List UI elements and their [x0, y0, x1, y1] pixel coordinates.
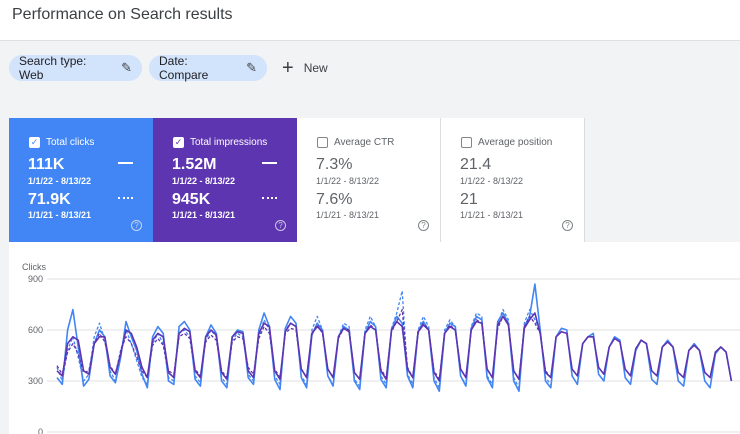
- plus-icon: +: [282, 57, 294, 79]
- card-header: Average CTR: [317, 137, 394, 148]
- checkbox-unchecked-icon[interactable]: [317, 137, 328, 148]
- y-tick-label: 600: [28, 325, 43, 335]
- card-label: Average CTR: [334, 137, 395, 148]
- card-value-current: 111K: [28, 156, 65, 173]
- new-filter-label: New: [303, 61, 328, 75]
- card-value-current: 7.3%: [316, 156, 353, 173]
- card-value-previous: 21: [460, 191, 478, 208]
- help-icon[interactable]: ?: [562, 220, 573, 231]
- card-range-current: 1/1/22 - 8/13/22: [316, 176, 380, 186]
- card-range-previous: 1/1/21 - 8/13/21: [172, 210, 236, 220]
- card-range-previous: 1/1/21 - 8/13/21: [316, 210, 380, 220]
- help-icon[interactable]: ?: [418, 220, 429, 231]
- card-value-current: 21.4: [460, 156, 492, 173]
- average-position-card[interactable]: Average position 21.4 1/1/22 - 8/13/22 2…: [441, 118, 585, 242]
- solid-line-legend-icon: [118, 162, 133, 164]
- y-tick-label: 0: [38, 427, 43, 434]
- dashed-line-legend-icon: [118, 197, 133, 199]
- page-title: Performance on Search results: [12, 6, 233, 23]
- series-line-1: [56, 290, 552, 389]
- card-header: ✓ Total impressions: [173, 137, 267, 148]
- total-impressions-card[interactable]: ✓ Total impressions 1.52M 1/1/22 - 8/13/…: [153, 118, 297, 242]
- card-range-previous: 1/1/21 - 8/13/21: [28, 210, 92, 220]
- metric-cards: ✓ Total clicks 111K 1/1/22 - 8/13/22 71.…: [9, 118, 585, 242]
- card-range-current: 1/1/22 - 8/13/22: [460, 176, 524, 186]
- checkbox-checked-icon[interactable]: ✓: [29, 137, 40, 148]
- pencil-icon: ✎: [246, 60, 257, 75]
- card-value-previous: 945K: [172, 191, 211, 208]
- series-line-3: [56, 308, 552, 380]
- series-line-0: [56, 283, 733, 392]
- card-label: Total impressions: [190, 137, 268, 148]
- search-type-filter-chip[interactable]: Search type: Web ✎: [9, 54, 142, 82]
- date-filter-chip[interactable]: Date: Compare ✎: [149, 54, 267, 82]
- card-value-previous: 7.6%: [316, 191, 353, 208]
- performance-line-chart[interactable]: Clicks 900 600 300 0: [9, 242, 740, 434]
- card-range-current: 1/1/22 - 8/13/22: [28, 176, 92, 186]
- pencil-icon: ✎: [121, 60, 132, 75]
- card-header: Average position: [461, 137, 552, 148]
- checkbox-checked-icon[interactable]: ✓: [173, 137, 184, 148]
- performance-chart-panel: Clicks 900 600 300 0: [9, 242, 740, 434]
- card-range-previous: 1/1/21 - 8/13/21: [460, 210, 524, 220]
- chip-label: Search type: Web: [19, 54, 87, 82]
- total-clicks-card[interactable]: ✓ Total clicks 111K 1/1/22 - 8/13/22 71.…: [9, 118, 153, 242]
- card-label: Average position: [478, 137, 553, 148]
- card-value-previous: 71.9K: [28, 191, 71, 208]
- checkbox-unchecked-icon[interactable]: [461, 137, 472, 148]
- card-label: Total clicks: [46, 137, 95, 148]
- solid-line-legend-icon: [262, 162, 277, 164]
- y-tick-label: 900: [28, 274, 43, 284]
- card-range-current: 1/1/22 - 8/13/22: [172, 176, 236, 186]
- card-header: ✓ Total clicks: [29, 137, 94, 148]
- help-icon[interactable]: ?: [275, 220, 286, 231]
- chip-label: Date: Compare: [159, 54, 209, 82]
- series-line-2: [56, 312, 733, 382]
- dashed-line-legend-icon: [262, 197, 277, 199]
- y-axis-label: Clicks: [22, 262, 46, 272]
- card-value-current: 1.52M: [172, 156, 217, 173]
- help-icon[interactable]: ?: [131, 220, 142, 231]
- y-tick-label: 300: [28, 376, 43, 386]
- average-ctr-card[interactable]: Average CTR 7.3% 1/1/22 - 8/13/22 7.6% 1…: [297, 118, 441, 242]
- page-header: Performance on Search results: [0, 0, 740, 41]
- new-filter-button[interactable]: + New: [282, 55, 328, 81]
